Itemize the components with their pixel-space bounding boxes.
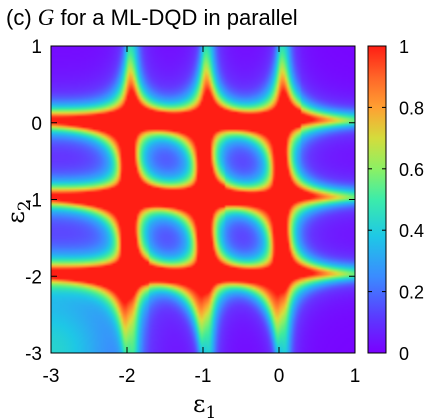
y-axis-ticks: -3 -2 -1 0 1 [25,37,355,365]
y-tick-label: 1 [31,37,42,58]
x-tick-label: 1 [350,366,361,387]
colorbar-tick-label: 0 [399,344,409,364]
y-tick-label: -3 [25,344,42,365]
x-tick-label: 0 [274,366,285,387]
y-tick-label: -1 [25,191,42,212]
y-axis-label-symbol: ε [2,211,30,223]
y-tick-label: -2 [25,267,42,288]
y-axis-label-subscript: 2 [15,200,35,211]
colorbar-tick-label: 0.8 [399,98,424,118]
colorbar-tick-label: 0.6 [399,160,424,180]
x-axis-label: ε1 [193,390,216,419]
y-tick-label: 0 [31,114,42,135]
heatmap [51,46,355,353]
x-axis-label-symbol: ε [193,390,205,418]
x-axis-ticks: -3 -2 -1 0 1 [43,46,361,387]
y-axis-label: ε2 [2,200,35,223]
colorbar-tick-label: 0.4 [399,221,424,241]
colorbar-tick-label: 0.2 [399,283,424,303]
x-tick-label: -1 [195,366,212,387]
x-axis-label-subscript: 1 [205,403,216,419]
x-tick-label: -2 [119,366,136,387]
colorbar-tick-label: 1 [399,37,409,57]
chart-title: (c) G for a ML-DQD in parallel [6,5,298,30]
chart-title-suffix: for a ML-DQD in parallel [54,5,297,30]
heatmap-image [51,46,355,353]
chart-title-prefix: (c) [6,5,38,30]
chart-title-variable: G [38,5,55,30]
colorbar-ticks: 0 0.2 0.4 0.6 0.8 1 [368,37,424,364]
colorbar [367,45,387,354]
x-tick-label: -3 [43,366,60,387]
